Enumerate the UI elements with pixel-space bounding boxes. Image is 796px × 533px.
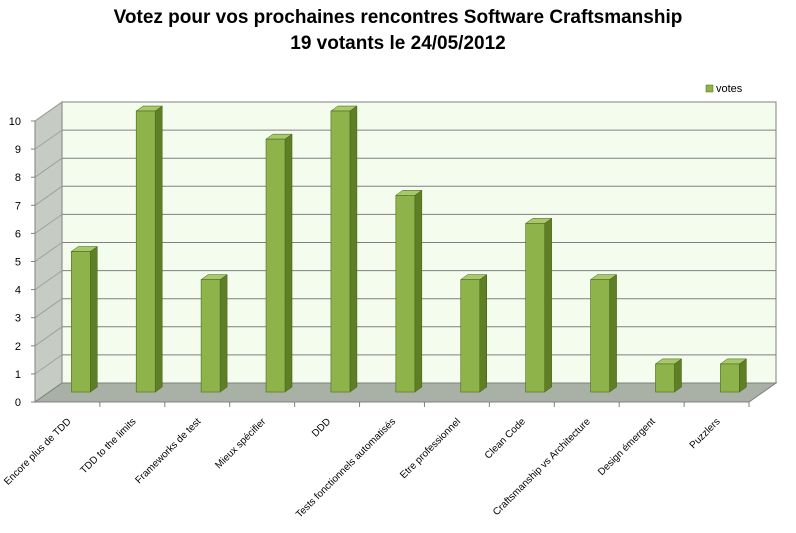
- x-tick-label: Etre professionnel: [398, 416, 463, 481]
- y-tick-label: 5: [15, 257, 21, 269]
- x-tick-label: Encore plus de TDD: [2, 416, 73, 487]
- bar-side: [674, 358, 682, 393]
- x-tick-label: Frameworks de test: [134, 416, 204, 486]
- bar: [395, 195, 416, 393]
- gridline-side: [34, 270, 63, 291]
- bar: [70, 251, 91, 393]
- y-tick-label: 8: [15, 172, 21, 184]
- bar-side: [154, 105, 163, 393]
- legend-label: votes: [716, 83, 743, 95]
- bar-side: [479, 274, 487, 393]
- bar: [590, 279, 610, 393]
- bar: [265, 138, 286, 393]
- gridline-side: [34, 298, 63, 319]
- y-tick-label: 7: [15, 200, 21, 212]
- gridline-side: [34, 129, 63, 150]
- bar-side: [219, 274, 228, 393]
- x-tick-label: Clean Code: [483, 416, 528, 461]
- bar: [655, 363, 675, 393]
- chart-subtitle: 19 votants le 24/05/2012: [290, 33, 506, 54]
- gridline-side: [34, 185, 63, 206]
- gridline-side: [34, 354, 63, 375]
- bar-side: [284, 133, 293, 393]
- gridline-side: [34, 242, 63, 262]
- gridline-side: [34, 101, 63, 122]
- bar-side: [609, 274, 617, 393]
- bar-side: [739, 358, 747, 393]
- y-tick-label: 0: [15, 397, 21, 409]
- y-tick-label: 6: [15, 228, 21, 240]
- bar: [330, 110, 351, 393]
- legend-swatch: [705, 84, 714, 93]
- y-tick-label: 4: [15, 285, 21, 297]
- x-tick-label: DDD: [310, 416, 333, 439]
- x-tick-label: Puzzlers: [688, 416, 723, 451]
- y-tick-label: 10: [9, 116, 21, 128]
- bar: [460, 279, 481, 393]
- gridline-side: [34, 326, 63, 347]
- x-tick-label: TDD to the limits: [78, 416, 138, 476]
- bar: [720, 363, 740, 393]
- bar-side: [414, 189, 423, 393]
- bar-side: [544, 217, 552, 393]
- y-tick-label: 9: [15, 144, 21, 156]
- y-tick-label: 2: [15, 341, 21, 353]
- chart-title: Votez pour vos prochaines rencontres Sof…: [113, 7, 683, 28]
- x-tick-label: Design émergent: [596, 416, 658, 478]
- gridline-side: [34, 157, 63, 178]
- bar-side: [90, 246, 98, 393]
- y-tick-label: 1: [15, 369, 21, 381]
- x-tick-label: Mieux spécifier: [213, 416, 268, 471]
- gridline-side: [34, 213, 63, 234]
- y-tick-label: 3: [15, 313, 21, 325]
- bar: [200, 279, 221, 393]
- bar-side: [349, 105, 358, 393]
- bar: [525, 223, 545, 393]
- bar: [135, 110, 156, 393]
